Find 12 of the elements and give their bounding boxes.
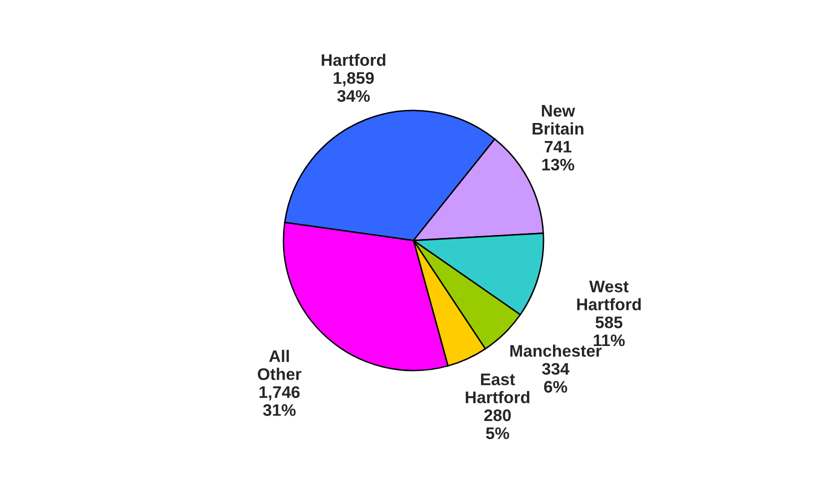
- data-label: 1,859 34%: [334, 72, 374, 102]
- slice-label: All Other: [258, 350, 302, 380]
- data-label: 585 11%: [594, 316, 625, 346]
- data-label: 334 6%: [542, 362, 570, 393]
- slice-label: Hartford: [322, 54, 386, 66]
- slice-label: East Hartford: [466, 374, 530, 404]
- data-label: 1,746 31%: [260, 386, 300, 416]
- slice-label: New Britain: [532, 105, 584, 135]
- data-label: 280 5%: [484, 409, 511, 440]
- slice-label: Manchester: [510, 344, 602, 357]
- slice-label: West Hartford: [577, 280, 641, 310]
- data-label: 741 13%: [542, 140, 574, 171]
